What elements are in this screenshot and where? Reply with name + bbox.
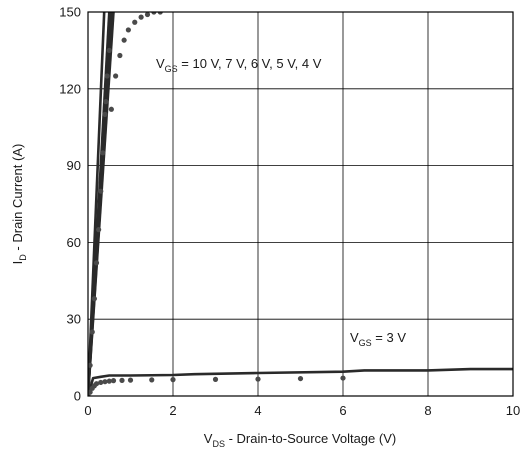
- data-point: [91, 296, 97, 302]
- x-tick-label: 0: [84, 403, 91, 418]
- data-point: [104, 73, 110, 79]
- data-point: [144, 12, 151, 18]
- annotation-vgs-high: VGS = 10 V, 7 V, 6 V, 5 V, 4 V: [156, 56, 322, 74]
- grid: [88, 12, 513, 396]
- data-point: [106, 47, 112, 54]
- data-point: [340, 375, 346, 381]
- data-point: [170, 377, 176, 383]
- annotation-vgs-3v: VGS = 3 V: [350, 330, 406, 348]
- data-point: [93, 381, 100, 387]
- data-point: [113, 73, 119, 79]
- data-point: [151, 12, 157, 15]
- data-point: [102, 379, 108, 385]
- data-point: [98, 188, 104, 194]
- x-tick-label: 8: [424, 403, 431, 418]
- series-layer: [88, 12, 513, 396]
- data-point: [255, 376, 261, 382]
- x-axis-label: VDS - Drain-to-Source Voltage (V): [204, 431, 396, 449]
- y-tick-label: 30: [67, 312, 81, 327]
- x-ticks: 0 2 4 6 8 10: [84, 403, 520, 418]
- y-ticks: 0 30 60 90 120 150: [59, 5, 81, 404]
- data-point: [102, 111, 108, 117]
- data-point: [110, 378, 117, 384]
- data-point: [149, 377, 155, 383]
- data-point: [127, 377, 134, 383]
- data-point: [93, 260, 100, 266]
- plot-area: [88, 12, 513, 396]
- data-point: [98, 379, 104, 386]
- data-point: [119, 377, 125, 383]
- data-point: [157, 12, 163, 15]
- data-point: [106, 378, 112, 384]
- x-tick-label: 10: [506, 403, 520, 418]
- data-point: [138, 14, 144, 20]
- y-tick-label: 120: [59, 81, 81, 96]
- data-point: [297, 375, 304, 382]
- x-tick-label: 6: [339, 403, 346, 418]
- y-tick-label: 150: [59, 5, 81, 20]
- y-tick-label: 60: [67, 235, 81, 250]
- data-point: [88, 389, 93, 395]
- data-point: [96, 227, 102, 233]
- x-tick-label: 4: [254, 403, 261, 418]
- y-tick-label: 90: [67, 158, 81, 173]
- x-tick-label: 2: [169, 403, 176, 418]
- y-axis-label: ID - Drain Current (A): [10, 144, 28, 265]
- data-point: [132, 19, 138, 25]
- y-tick-label: 0: [74, 389, 81, 404]
- data-point: [88, 362, 93, 368]
- data-point: [121, 37, 127, 43]
- data-point: [108, 106, 114, 112]
- data-point: [89, 329, 95, 335]
- data-point: [103, 99, 109, 105]
- series-line-5: [88, 367, 513, 396]
- plot-frame: [87, 11, 514, 397]
- data-point: [125, 27, 131, 33]
- data-point: [117, 52, 123, 59]
- data-point: [212, 376, 219, 382]
- data-point: [100, 150, 106, 156]
